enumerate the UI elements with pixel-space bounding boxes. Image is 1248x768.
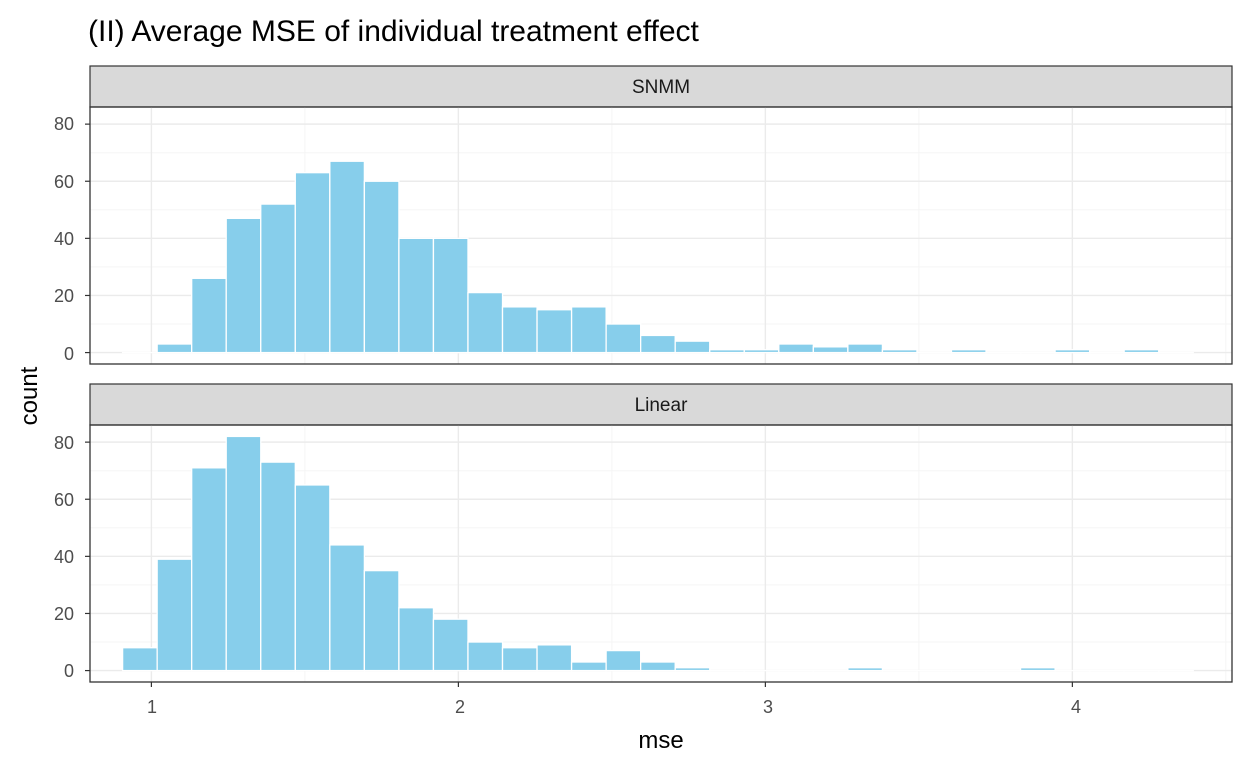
histogram-bar-linear	[536, 644, 573, 672]
y-tick-20-linear: 20	[54, 604, 74, 624]
x-axis: 1 2 3 4	[147, 682, 1081, 717]
histogram-bar-snmm	[709, 349, 745, 354]
histogram-bar-linear	[225, 435, 262, 672]
y-tick-60-snmm: 60	[54, 172, 74, 192]
histogram-bar-linear	[570, 661, 607, 672]
histogram-bar-linear	[467, 641, 504, 672]
facet-label-linear: Linear	[635, 395, 688, 416]
histogram-bar-snmm	[398, 237, 435, 354]
histogram-bar-linear	[191, 467, 227, 672]
histogram-bar-linear	[260, 461, 296, 672]
histogram-bar-linear	[121, 647, 158, 672]
histogram-bar-linear	[363, 569, 400, 672]
histogram-bar-snmm	[363, 180, 400, 354]
histogram-bar-snmm	[432, 237, 469, 354]
y-tick-40-snmm: 40	[54, 229, 74, 249]
chart-title: (II) Average MSE of individual treatment…	[88, 15, 700, 48]
x-tick-1: 1	[147, 697, 157, 717]
plot-area-linear	[85, 424, 1233, 683]
histogram-bar-snmm	[191, 277, 227, 354]
histogram-bar-linear	[156, 558, 193, 672]
histogram-bar-snmm	[536, 309, 573, 354]
histogram-bar-linear	[605, 649, 642, 672]
histogram-bar-snmm	[294, 172, 331, 354]
y-tick-80-snmm: 80	[54, 114, 74, 134]
histogram-bar-snmm	[1054, 349, 1091, 354]
y-tick-40-linear: 40	[54, 547, 74, 567]
histogram-bar-linear	[1019, 667, 1056, 672]
y-tick-60-linear: 60	[54, 490, 74, 510]
histogram-bar-snmm	[812, 346, 849, 354]
facet-strip-snmm	[89, 65, 1233, 108]
histogram-bar-snmm	[156, 343, 193, 354]
histogram-bar-snmm	[743, 349, 780, 354]
histogram-bar-snmm	[950, 349, 987, 354]
x-tick-3: 3	[763, 697, 773, 717]
plot-area-snmm	[85, 106, 1233, 365]
x-axis-title: mse	[638, 727, 683, 754]
y-tick-0-linear: 0	[64, 661, 74, 681]
y-axis-title: count	[16, 366, 43, 425]
histogram-bar-snmm	[260, 203, 296, 354]
histogram-bar-linear	[294, 484, 331, 672]
histogram-bar-snmm	[847, 343, 884, 354]
histogram-bar-linear	[329, 544, 366, 672]
facet-panel-snmm: SNMM 80 60 40 20 0	[54, 65, 1233, 365]
histogram-bar-linear	[501, 647, 538, 672]
histogram-bar-linear	[640, 661, 676, 672]
y-tick-20-snmm: 20	[54, 286, 74, 306]
facet-strip-linear	[89, 383, 1233, 426]
histogram-bar-snmm	[640, 334, 676, 354]
facet-label-snmm: SNMM	[632, 77, 690, 98]
facet-panel-linear: Linear 80 60 40 20 0	[54, 383, 1233, 683]
histogram-bar-snmm	[329, 160, 366, 354]
histogram-bar-linear	[674, 667, 711, 672]
y-tick-0-snmm: 0	[64, 344, 74, 364]
histogram-bar-snmm	[225, 217, 262, 354]
y-tick-80-linear: 80	[54, 433, 74, 453]
panel-border-linear	[89, 424, 1233, 683]
histogram-bar-snmm	[881, 349, 918, 354]
histogram-bar-snmm	[605, 323, 642, 354]
histogram-bar-linear	[432, 618, 469, 672]
histogram-bar-snmm	[778, 343, 814, 354]
histogram-bar-snmm	[570, 306, 607, 354]
histogram-bar-linear	[398, 607, 435, 672]
x-tick-4: 4	[1071, 697, 1081, 717]
histogram-bar-snmm	[1123, 349, 1160, 354]
histogram-bar-linear	[847, 667, 884, 672]
panel-border-snmm	[89, 106, 1233, 365]
x-tick-2: 2	[455, 697, 465, 717]
histogram-bar-snmm	[501, 306, 538, 354]
histogram-bar-snmm	[467, 291, 504, 354]
histogram-bar-snmm	[674, 340, 711, 354]
